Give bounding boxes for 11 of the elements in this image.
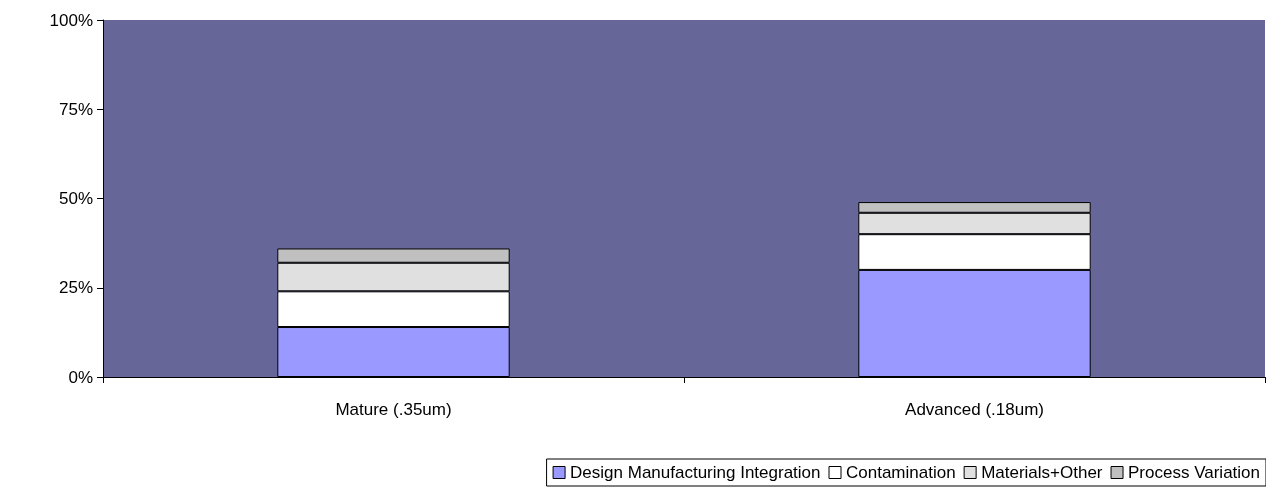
legend-label: Process Variation xyxy=(1128,463,1260,482)
legend-label: Contamination xyxy=(846,463,956,482)
legend-label: Design Manufacturing Integration xyxy=(570,463,821,482)
y-tick-label: 50% xyxy=(58,189,93,208)
y-tick-label: 100% xyxy=(49,10,93,30)
y-tick-label: 75% xyxy=(58,99,93,119)
legend-label: Materials+Other xyxy=(981,463,1103,482)
x-tick-label: Mature (.35um) xyxy=(335,400,452,419)
y-tick-label: 25% xyxy=(58,278,93,298)
y-tick-label: 0% xyxy=(68,367,93,387)
x-tick-label: Advanced (.18um) xyxy=(905,400,1044,419)
